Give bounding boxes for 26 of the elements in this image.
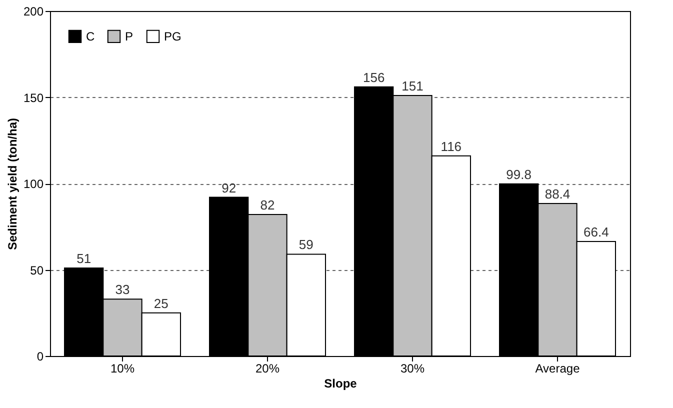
data-label: 151 (402, 78, 424, 94)
data-label: 51 (76, 251, 92, 266)
x-tick-label: 20% (255, 362, 280, 376)
y-tick-label: 100 (23, 177, 44, 191)
y-axis-title: Sediment yield (ton/ha) (5, 118, 20, 250)
data-label: 82 (260, 198, 275, 213)
data-label: 25 (154, 296, 168, 311)
x-axis-title: Slope (324, 376, 358, 390)
data-label: 156 (362, 70, 385, 85)
data-label: 88.4 (544, 186, 570, 202)
legend-label: C (86, 29, 95, 44)
x-tick-label: 10% (110, 362, 135, 376)
x-tick-label: 30% (400, 362, 425, 376)
legend-label: PG (164, 29, 182, 44)
data-label: 33 (115, 282, 130, 298)
data-label: 116 (440, 138, 462, 154)
y-tick-label: 150 (23, 90, 44, 105)
y-tick-label: 0 (36, 350, 44, 364)
data-label: 92 (222, 180, 236, 196)
data-label: 59 (298, 237, 314, 252)
legend-label: P (125, 29, 134, 44)
x-tick-label: Average (535, 362, 580, 376)
y-tick-label: 50 (30, 263, 44, 278)
y-tick-label: 200 (23, 4, 44, 18)
data-label: 99.8 (506, 166, 532, 182)
data-label: 66.4 (584, 224, 609, 240)
